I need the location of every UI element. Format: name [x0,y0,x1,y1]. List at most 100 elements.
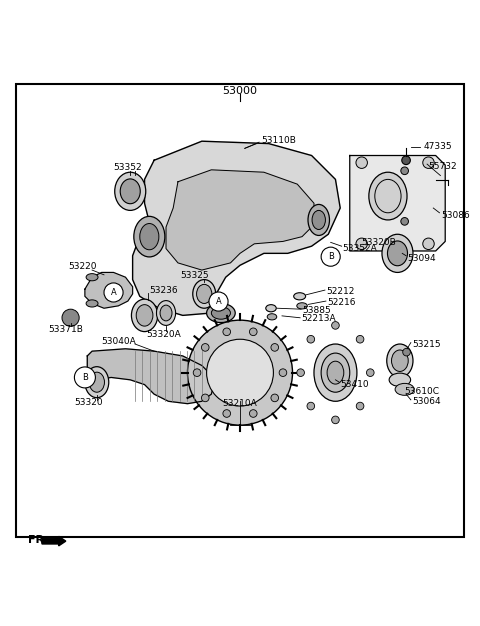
Ellipse shape [206,304,235,322]
Ellipse shape [321,353,350,393]
Circle shape [307,403,314,410]
Ellipse shape [132,299,157,332]
Ellipse shape [267,314,277,320]
Ellipse shape [314,344,357,401]
Ellipse shape [382,234,413,272]
Text: 53325: 53325 [180,271,209,280]
Text: 47335: 47335 [424,143,452,151]
Ellipse shape [294,293,306,300]
Text: 53371B: 53371B [48,325,83,334]
Polygon shape [132,141,340,316]
Circle shape [62,309,79,326]
Text: 53210A: 53210A [223,399,257,408]
Circle shape [74,367,96,388]
Ellipse shape [120,179,140,203]
Text: 53236: 53236 [149,285,178,295]
Circle shape [206,339,274,406]
Circle shape [402,156,410,165]
Circle shape [403,348,410,356]
Text: 53215: 53215 [412,339,441,349]
Ellipse shape [389,373,410,386]
Circle shape [356,336,364,343]
Circle shape [104,283,123,302]
Polygon shape [87,349,214,404]
Polygon shape [85,272,132,308]
Text: 53320: 53320 [74,398,103,408]
Ellipse shape [308,205,329,235]
Ellipse shape [297,303,307,309]
Text: 53064: 53064 [412,397,441,406]
Circle shape [423,238,434,250]
Circle shape [297,369,304,376]
Circle shape [202,394,209,402]
Text: 53885: 53885 [302,306,331,315]
Circle shape [271,344,278,351]
Ellipse shape [85,367,109,398]
Polygon shape [350,155,445,251]
Text: 53040A: 53040A [101,337,136,346]
Ellipse shape [387,344,413,377]
Text: A: A [111,288,117,297]
Text: 53220: 53220 [68,262,97,270]
Circle shape [423,157,434,168]
Circle shape [356,403,364,410]
Text: 52213A: 52213A [301,314,336,323]
Circle shape [332,322,339,329]
Circle shape [223,409,230,418]
Text: 55732: 55732 [429,162,457,170]
Text: FR.: FR. [28,535,48,545]
Text: 53610C: 53610C [405,387,440,396]
Text: 53000: 53000 [223,86,257,96]
Ellipse shape [115,172,146,210]
Ellipse shape [134,217,165,257]
Text: 53352: 53352 [114,163,142,172]
Circle shape [401,218,408,225]
Circle shape [321,247,340,266]
Circle shape [271,394,278,402]
Circle shape [307,336,314,343]
Ellipse shape [266,305,276,312]
Text: 52216: 52216 [327,298,355,307]
Ellipse shape [369,172,407,220]
Text: 53094: 53094 [407,254,436,263]
Ellipse shape [89,372,105,393]
FancyArrow shape [42,536,66,546]
Ellipse shape [211,307,230,319]
Text: B: B [328,252,334,261]
Text: 52212: 52212 [326,287,354,296]
Text: 53320A: 53320A [146,330,181,339]
Ellipse shape [327,361,344,384]
Ellipse shape [86,274,98,281]
Text: 53320B: 53320B [362,238,396,247]
Circle shape [250,409,257,418]
Ellipse shape [136,305,153,326]
Circle shape [366,369,374,376]
Circle shape [193,369,201,376]
Circle shape [223,328,230,336]
Circle shape [202,344,209,351]
Ellipse shape [160,305,172,321]
Circle shape [401,167,408,175]
Ellipse shape [197,284,212,304]
Ellipse shape [86,300,98,307]
Ellipse shape [387,241,408,266]
Text: B: B [82,373,88,382]
Text: 53110B: 53110B [262,136,296,145]
Text: 53352A: 53352A [343,244,377,253]
Circle shape [250,328,257,336]
Text: 53086: 53086 [442,211,470,220]
Text: A: A [216,297,221,306]
Circle shape [188,320,292,425]
Circle shape [332,416,339,424]
Ellipse shape [193,280,216,308]
Ellipse shape [395,383,414,396]
Circle shape [356,238,367,250]
Ellipse shape [392,350,408,371]
Polygon shape [166,170,314,270]
Ellipse shape [140,223,159,250]
Circle shape [209,292,228,311]
Ellipse shape [312,210,325,230]
Text: 53410: 53410 [340,380,369,389]
Circle shape [356,157,367,168]
Circle shape [279,369,287,376]
